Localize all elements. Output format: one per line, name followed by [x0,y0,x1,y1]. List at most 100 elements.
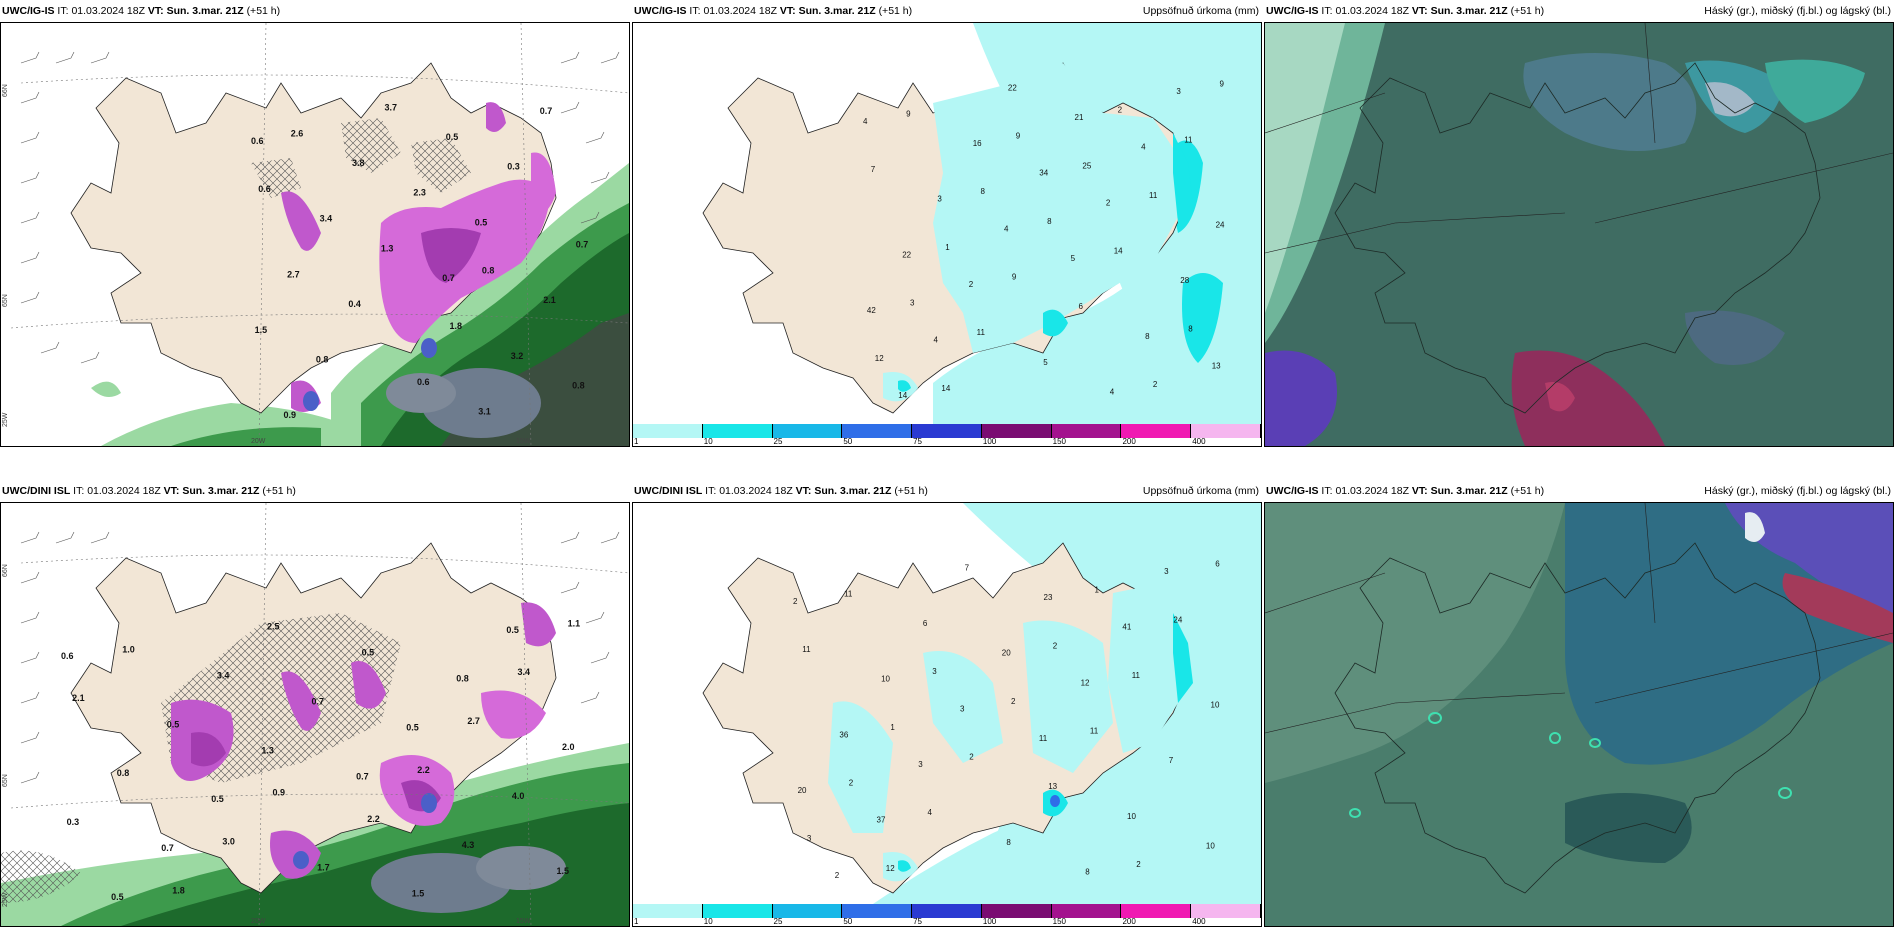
map-value-label: 1.8 [172,885,185,895]
map-value-label: 13 [1048,782,1057,791]
map-value-label: 20 [1002,649,1011,658]
map-frame [1264,22,1894,447]
colorbar-swatch [1191,424,1261,438]
map-value-label: 8 [1047,217,1052,226]
model-name: UWC/DINI ISL [2,485,71,497]
map-value-label: 14 [1114,247,1123,256]
map-value-label: 13 [1212,362,1221,371]
map-value-label: 9 [906,109,911,118]
map-value-label: 0.5 [446,132,459,142]
colorbar-swatch [772,904,843,918]
colorbar-swatch [912,904,982,918]
map-value-label: 1.3 [381,243,394,253]
map-value-label: 9 [1012,273,1017,282]
map-value-label: 11 [1184,135,1193,144]
map-value-label: 2 [1011,697,1016,706]
map-value-label: 0.5 [475,217,488,227]
cloud-map [1265,503,1893,926]
map-value-label: 2 [1053,641,1058,650]
map-value-label: 11 [977,328,986,337]
it-label: IT: [1321,5,1333,17]
colorbar-tick-label: 25 [773,437,783,446]
map-value-label: 0.5 [111,892,124,902]
lon-label-20w: 20W [251,918,266,925]
map-value-label: 0.8 [316,355,329,365]
map-frame: 0.6 0.7 0.9 0.5 0.8 0.3 0.4 0.7 1.3 0.8 2.3 1.5 0.5 2… [0,22,630,447]
vt-label: VT: [1411,485,1428,497]
colorbar-tick-label: 50 [843,917,853,926]
map-value-label: 0.6 [417,377,430,387]
map-value-label: 4 [1110,388,1115,397]
map-value-label: 7 [871,165,876,174]
cloud-map [1265,23,1893,446]
colorbar-swatch [1121,424,1192,438]
colorbar-tick-label: 25 [773,917,783,926]
map-value-label: 21 [1075,113,1084,122]
it-label: IT: [57,5,69,17]
map-value-label: 24 [1216,221,1225,230]
map-value-label: 8 [1085,868,1090,877]
wind-precip-map: 0.6 0.7 0.5 0.5 0.7 0.8 0.5 0.5 1.3 1.5 0.7 0.3 0.5 0… [1,503,629,926]
colorbar-tick-label: 200 [1122,917,1136,926]
map-value-label: 1.7 [317,863,330,873]
vt-value: Sun. 3.mar. 21Z [1430,5,1508,17]
map-value-label: 0.3 [507,162,520,172]
map-value-label: 7 [965,563,970,572]
map-frame: 2 11 2 12 37 41 3 3 3 10 20 20 23 36 8 10 10 6 7 7 10 8 11 13 11… [632,502,1262,927]
colorbar: 1 10 25 50 75 100 150 200 400 [633,904,1261,926]
colorbar-swatch [772,424,843,438]
map-value-label: 14 [898,391,907,400]
map-value-label: 6 [1079,302,1084,311]
colorbar-tick-label: 400 [1192,917,1206,926]
colorbar-swatch [981,904,1052,918]
model-name: UWC/DINI ISL [634,485,703,497]
lon-label-25w: 25W [2,412,9,427]
colorbar-swatch [1051,904,1122,918]
colorbar: 1 10 25 50 75 100 150 200 400 [633,424,1261,446]
colorbar-swatch [912,424,982,438]
map-value-label: 3.4 [217,670,230,680]
model-name: UWC/IG-IS [2,5,55,17]
panel-cloud-bottom: UWC/IG-IS IT: 01.03.2024 18Z VT: Sun. 3.… [1264,480,1894,927]
map-value-label: 12 [875,354,884,363]
lon-label-20w: 20W [251,438,266,445]
map-value-label: 11 [1039,734,1048,743]
map-value-label: 2 [1106,198,1111,207]
colorbar-swatch [702,904,773,918]
map-value-label: 34 [1039,169,1048,178]
map-value-label: 16 [973,139,982,148]
map-value-label: 0.7 [442,273,455,283]
vt-value: Sun. 3.mar. 21Z [166,5,244,17]
map-value-label: 4 [1141,143,1146,152]
map-value-label: 3 [937,195,942,204]
map-value-label: 2.3 [413,188,426,198]
map-value-label: 0.5 [362,648,375,658]
map-value-label: 4.0 [512,791,525,801]
map-value-label: 0.6 [258,184,271,194]
panel-header: UWC/DINI ISL IT: 01.03.2024 18Z VT: Sun.… [0,480,630,502]
map-value-label: 1.8 [450,321,463,331]
colorbar-swatch [1121,904,1192,918]
model-name: UWC/IG-IS [634,5,687,17]
map-value-label: 22 [902,250,911,259]
map-value-label: 2 [969,753,974,762]
map-value-label: 0.5 [506,625,519,635]
map-value-label: 1.5 [255,325,268,335]
it-value: 01.03.2024 18Z [719,485,793,497]
map-value-label: 2.7 [467,716,480,726]
panel-wind-precip-top: UWC/IG-IS IT: 01.03.2024 18Z VT: Sun. 3.… [0,0,630,447]
map-value-label: 11 [1149,191,1158,200]
map-value-label: 0.9 [273,788,286,798]
panel-header: UWC/IG-IS IT: 01.03.2024 18Z VT: Sun. 3.… [1264,0,1894,22]
map-value-label: 11 [844,589,853,598]
colorbar-swatch [633,904,703,918]
map-value-label: 0.7 [312,697,325,707]
map-value-label: 8 [1145,332,1150,341]
map-value-label: 6 [1215,560,1220,569]
map-value-label: 4 [928,808,933,817]
lat-label-65n: 65N [2,774,9,787]
map-value-label: 3.8 [352,158,365,168]
map-value-label: 8 [1006,838,1011,847]
map-value-label: 3.1 [478,407,491,417]
map-value-label: 1.5 [557,866,570,876]
